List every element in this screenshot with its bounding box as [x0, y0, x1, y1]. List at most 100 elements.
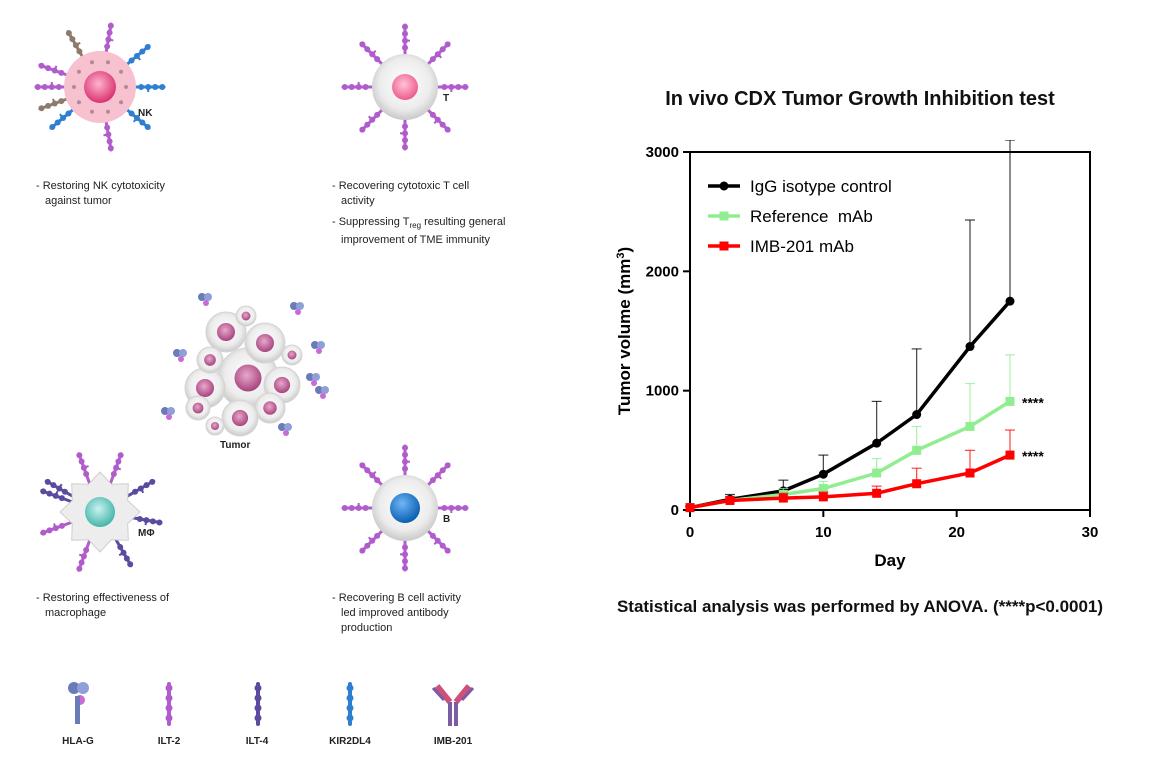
- data-point: [1005, 396, 1015, 406]
- legend-label: Reference mAb: [750, 207, 873, 226]
- tumor-cell-nucleus: [217, 323, 235, 341]
- hla-g-molecule: [173, 349, 187, 362]
- macrophage-description: - Restoring effectiveness of macrophage: [36, 591, 169, 621]
- significance-annotation: ****: [1022, 448, 1044, 464]
- legend-icon-ilt-2: [165, 682, 173, 726]
- receptor: [422, 104, 451, 133]
- nk-granule: [76, 69, 81, 74]
- data-point: [965, 421, 975, 431]
- data-point: [912, 479, 922, 489]
- legend-label-ilt-4: ILT-4: [245, 736, 269, 747]
- legend-swatch-marker: [719, 241, 729, 251]
- series-line: [689, 300, 1012, 510]
- b-description-line: production: [341, 622, 393, 634]
- nk-description-line: against tumor: [45, 195, 112, 207]
- legend-label-ilt-2: ILT-2: [157, 736, 181, 747]
- treg-subscript: reg: [409, 221, 422, 231]
- t-description-line: activity: [341, 195, 375, 207]
- series-1: ****: [685, 354, 1044, 513]
- data-point: [965, 342, 975, 352]
- y-tick-label: 2000: [646, 263, 679, 280]
- nk-granule: [106, 109, 111, 114]
- tumor-cell-nucleus: [196, 379, 214, 397]
- receptor: [44, 478, 77, 500]
- significance-annotation: ****: [1022, 394, 1044, 410]
- legend-swatch-marker: [719, 211, 729, 221]
- hla-g-molecule: [306, 373, 320, 386]
- nk-granule: [89, 109, 94, 114]
- receptor: [422, 41, 451, 70]
- nk-granule: [119, 100, 124, 105]
- tumor-label: Tumor: [220, 440, 251, 451]
- receptor: [76, 452, 92, 487]
- data-point: [778, 493, 788, 503]
- receptor: [422, 462, 451, 491]
- t-description: - Recovering cytotoxic T cell activity -…: [332, 179, 505, 248]
- t-cell-nucleus: [392, 74, 418, 100]
- plot-frame: [689, 151, 1091, 511]
- data-point: [1005, 450, 1015, 460]
- nk-cell-nucleus: [84, 71, 116, 103]
- b-description: - Recovering B cell activity led improve…: [332, 591, 461, 636]
- series-line: [689, 399, 1011, 510]
- tumor-cell-nucleus: [231, 409, 249, 427]
- nk-granule: [89, 60, 94, 65]
- tumor-cell-nucleus: [256, 334, 274, 352]
- mechanism-figure: NK T Tumor MΦ B - Restoring NK cytotoxic…: [0, 0, 560, 756]
- series-2: ****: [685, 429, 1044, 513]
- data-point: [872, 488, 882, 498]
- series-line: [689, 453, 1011, 510]
- legend-icon-kir2dl4: [346, 682, 354, 726]
- tumor-cell-nucleus: [241, 311, 251, 321]
- legend-label-imb-201: IMB-201: [433, 736, 473, 747]
- receptor: [112, 535, 134, 568]
- b-description-line: - Recovering B cell activity: [332, 592, 461, 604]
- tumor-cell-nucleus: [210, 421, 220, 431]
- tumor-cell-nucleus: [263, 401, 277, 415]
- nk-granule: [72, 85, 76, 89]
- nk-cell-label: NK: [138, 108, 153, 119]
- tumor-cell-nucleus: [192, 402, 204, 414]
- x-tick-label: 30: [1082, 524, 1099, 541]
- receptor: [400, 533, 408, 572]
- chart-legend: IgG isotype control Reference mAb IMB-201 …: [708, 177, 892, 256]
- y-tick-label: 0: [671, 502, 679, 519]
- data-point: [818, 484, 828, 494]
- receptor: [341, 82, 380, 90]
- tumor-cell-nucleus: [273, 376, 291, 394]
- receptor: [40, 488, 75, 504]
- hla-g-molecule: [278, 423, 292, 436]
- legend-item: IMB-201 mAb: [708, 237, 854, 256]
- receptor: [359, 462, 388, 491]
- receptor-layer: [34, 22, 469, 572]
- receptor: [76, 537, 92, 572]
- hla-g-molecule: [315, 386, 329, 399]
- tumor-growth-chart: 0 10 20 30 0 1000 2000 3000 Day Tumor volume (mm3…: [615, 140, 1099, 570]
- hla-g-molecule: [311, 341, 325, 354]
- legend-label-kir2dl4: KIR2DL4: [329, 736, 371, 747]
- treg-text-prefix: - Suppressing T: [332, 216, 410, 228]
- b-cell-label: B: [443, 514, 451, 525]
- nk-description-line: - Restoring NK cytotoxicity: [36, 180, 165, 192]
- macrophage-label: MΦ: [138, 528, 155, 539]
- receptor: [40, 520, 75, 536]
- statistics-footnote: Statistical analysis was performed by AN…: [616, 597, 1104, 616]
- t-description-line: - Recovering cytotoxic T cell: [332, 180, 470, 192]
- nk-granule: [124, 85, 128, 89]
- treg-description: - Suppressing Treg resulting general: [332, 215, 505, 233]
- hla-g-molecule: [198, 293, 212, 306]
- y-tick-label: 3000: [646, 144, 679, 161]
- macrophage-description-line: macrophage: [45, 607, 107, 619]
- t-description-line: improvement of TME immunity: [341, 234, 490, 247]
- data-point: [872, 438, 882, 448]
- data-point: [912, 410, 922, 420]
- data-point: [965, 468, 975, 478]
- legend-icon-ilt-4: [254, 682, 262, 726]
- cell-layer: [59, 51, 438, 553]
- x-tick-label: 10: [815, 524, 832, 541]
- chart-title: In vivo CDX Tumor Growth Inhibition test: [665, 88, 1055, 110]
- nk-description: - Restoring NK cytotoxicity against tumo…: [36, 179, 165, 209]
- receptor: [359, 41, 388, 70]
- hla-g-molecule: [161, 407, 175, 420]
- legend-icon-imb-201: [431, 684, 475, 726]
